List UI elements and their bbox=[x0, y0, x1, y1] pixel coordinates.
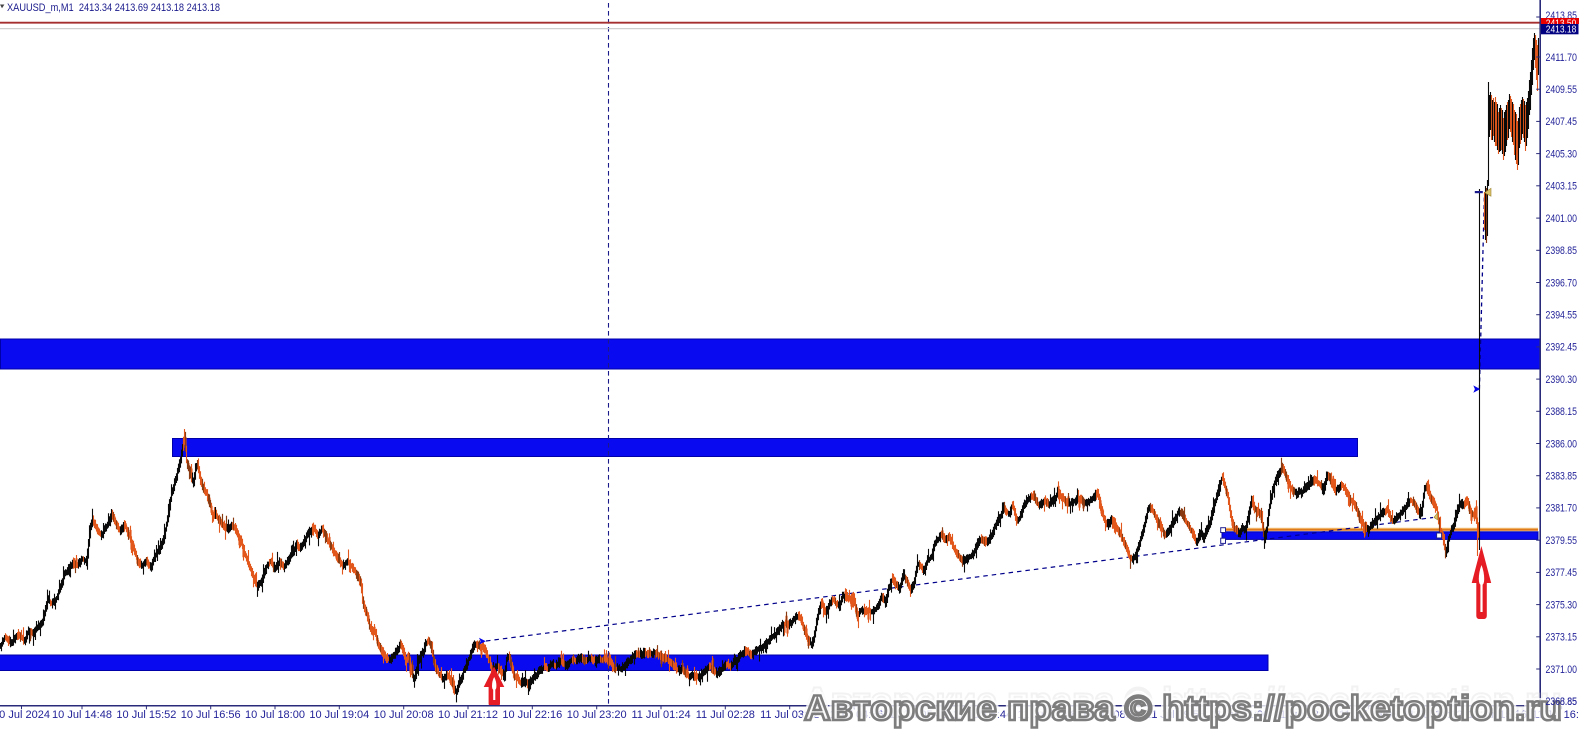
svg-text:11 Jul 05:40: 11 Jul 05:40 bbox=[889, 709, 948, 721]
svg-text:2409.55: 2409.55 bbox=[1546, 84, 1578, 96]
svg-text:11 Jul 07:48: 11 Jul 07:48 bbox=[1017, 709, 1076, 721]
svg-text:2383.85: 2383.85 bbox=[1546, 471, 1578, 483]
svg-text:2371.00: 2371.00 bbox=[1546, 664, 1578, 676]
svg-text:Авторские права © https://pock: Авторские права © https://pocketoption.r… bbox=[804, 681, 1562, 720]
svg-text:2398.85: 2398.85 bbox=[1546, 245, 1578, 257]
svg-text:10 Jul 16:56: 10 Jul 16:56 bbox=[181, 709, 241, 721]
svg-text:10 Jul 20:08: 10 Jul 20:08 bbox=[374, 709, 434, 721]
svg-text:2381.70: 2381.70 bbox=[1546, 503, 1578, 515]
svg-text:2390.30: 2390.30 bbox=[1546, 374, 1578, 386]
svg-text:2413.50: 2413.50 bbox=[1546, 18, 1577, 30]
svg-text:XAUUSD_m,M1 2413.34 2413.69 2: XAUUSD_m,M1 2413.34 2413.69 2413.18 2413… bbox=[7, 2, 220, 14]
svg-text:10 Jul 21:12: 10 Jul 21:12 bbox=[438, 709, 498, 721]
svg-text:2407.45: 2407.45 bbox=[1546, 116, 1578, 128]
svg-text:10 Jul 18:00: 10 Jul 18:00 bbox=[245, 709, 305, 721]
svg-text:10 Jul 2024: 10 Jul 2024 bbox=[0, 709, 50, 721]
svg-text:11 Jul 01:24: 11 Jul 01:24 bbox=[631, 709, 690, 721]
svg-text:2388.15: 2388.15 bbox=[1546, 406, 1578, 418]
svg-text:2403.15: 2403.15 bbox=[1546, 181, 1578, 193]
svg-text:11 Jul 15:16: 11 Jul 15:16 bbox=[1468, 709, 1527, 721]
svg-text:11 Jul 04:36: 11 Jul 04:36 bbox=[824, 709, 883, 721]
svg-text:2413.18: 2413.18 bbox=[1546, 24, 1577, 36]
svg-text:2411.70: 2411.70 bbox=[1546, 52, 1578, 64]
svg-text:11 Jul 03:32: 11 Jul 03:32 bbox=[760, 709, 819, 721]
svg-text:11 Jul 06:44: 11 Jul 06:44 bbox=[953, 709, 1012, 721]
svg-text:2368.85: 2368.85 bbox=[1546, 696, 1578, 708]
svg-text:2379.55: 2379.55 bbox=[1546, 535, 1578, 547]
svg-text:10 Jul 23:20: 10 Jul 23:20 bbox=[567, 709, 627, 721]
svg-text:11 Jul 08:52: 11 Jul 08:52 bbox=[1082, 709, 1141, 721]
svg-text:2405.30: 2405.30 bbox=[1546, 148, 1578, 160]
svg-text:11 Jul 12:04: 11 Jul 12:04 bbox=[1275, 709, 1334, 721]
svg-text:2373.15: 2373.15 bbox=[1546, 632, 1578, 644]
svg-text:Авторские права © https://pock: Авторские права © https://pocketoption.r… bbox=[804, 689, 1562, 728]
svg-text:11 Jul 02:28: 11 Jul 02:28 bbox=[696, 709, 755, 721]
svg-text:2377.45: 2377.45 bbox=[1546, 567, 1578, 579]
svg-text:10 Jul 19:04: 10 Jul 19:04 bbox=[309, 709, 369, 721]
svg-text:2401.00: 2401.00 bbox=[1546, 213, 1578, 225]
svg-text:10 Jul 14:48: 10 Jul 14:48 bbox=[52, 709, 112, 721]
svg-text:11 Jul 16:20: 11 Jul 16:20 bbox=[1532, 709, 1579, 721]
svg-text:11 Jul 11:00: 11 Jul 11:00 bbox=[1211, 709, 1269, 721]
svg-text:Авторские права © https://pock: Авторские права © https://pocketoption.r… bbox=[804, 689, 1562, 728]
svg-text:10 Jul 22:16: 10 Jul 22:16 bbox=[502, 709, 562, 721]
svg-text:2396.70: 2396.70 bbox=[1546, 277, 1578, 289]
svg-text:11 Jul 09:56: 11 Jul 09:56 bbox=[1146, 709, 1205, 721]
svg-text:2386.00: 2386.00 bbox=[1546, 438, 1578, 450]
svg-text:2368.85: 2368.85 bbox=[1546, 696, 1578, 708]
svg-text:11 Jul 14:12: 11 Jul 14:12 bbox=[1403, 709, 1462, 721]
svg-text:2392.45: 2392.45 bbox=[1546, 342, 1578, 354]
svg-text:11 Jul 13:08: 11 Jul 13:08 bbox=[1339, 709, 1398, 721]
svg-text:2375.30: 2375.30 bbox=[1546, 599, 1578, 611]
svg-text:2394.55: 2394.55 bbox=[1546, 310, 1578, 322]
svg-text:10 Jul 15:52: 10 Jul 15:52 bbox=[116, 709, 176, 721]
